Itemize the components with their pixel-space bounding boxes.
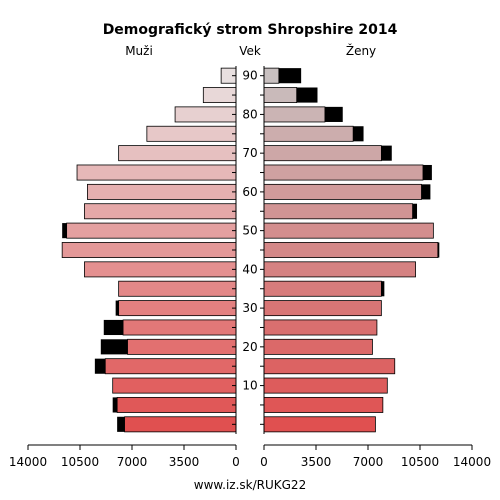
- women-excess-60-64: [421, 184, 431, 200]
- men-bar-5-9: [116, 396, 237, 413]
- women-bar-55-59: [263, 203, 413, 220]
- women-bar-90+: [263, 67, 280, 84]
- value-axis: 14000 10500 7000 3500 0 0 3500 7000 10500 14000: [9, 444, 491, 469]
- age-tick-label: 20: [242, 340, 257, 354]
- women-bar-70-74: [263, 145, 382, 162]
- left-label-men: Muži: [125, 44, 153, 58]
- age-tick-label: 30: [242, 301, 257, 315]
- women-bar-80-84: [263, 106, 326, 123]
- women-value-tick-label: 14000: [453, 455, 491, 469]
- women-value-tick-label: 3500: [301, 455, 332, 469]
- men-excess-30-34: [115, 300, 119, 316]
- men-excess-50-54: [62, 223, 67, 239]
- men-bar-20-24: [127, 338, 237, 355]
- men-bar-80-84: [174, 106, 237, 123]
- women-bar-30-34: [263, 300, 382, 317]
- men-bar-75-79: [146, 125, 237, 142]
- men-value-tick-label: 7000: [117, 455, 148, 469]
- men-bar-85-89: [202, 87, 237, 104]
- women-bar-85-89: [263, 87, 298, 104]
- age-tick-label: 50: [242, 224, 257, 238]
- women-excess-45-49: [437, 242, 440, 258]
- men-value-tick-label: 10500: [61, 455, 99, 469]
- age-tick-label: 60: [242, 185, 257, 199]
- women-bar-15-19: [263, 358, 396, 375]
- men-excess-5-9: [112, 397, 118, 413]
- age-tick-label: 90: [242, 69, 257, 83]
- women-bar-20-24: [263, 338, 373, 355]
- women-excess-70-74: [381, 145, 392, 161]
- women-bar-40-44: [263, 261, 416, 278]
- men-value-tick-label: 3500: [169, 455, 200, 469]
- men-bar-15-19: [104, 358, 237, 375]
- women-bar-50-54: [263, 222, 434, 239]
- men-bar-30-34: [118, 300, 237, 317]
- age-tick-label: 10: [242, 379, 257, 393]
- men-excess-25-29: [103, 319, 124, 336]
- men-bar-40-44: [84, 261, 237, 278]
- men-excess-20-24: [100, 339, 128, 355]
- men-excess-0-4: [117, 416, 125, 432]
- men-value-tick-label: 0: [232, 455, 240, 469]
- women-bar-0-4: [263, 416, 376, 433]
- men-value-tick-label: 14000: [9, 455, 47, 469]
- women-bars: [263, 67, 440, 433]
- women-excess-85-89: [296, 87, 318, 103]
- men-bar-0-4: [124, 416, 237, 433]
- women-excess-90+: [278, 68, 302, 84]
- men-bar-25-29: [122, 319, 237, 336]
- men-bar-35-39: [118, 280, 237, 297]
- women-bar-45-49: [263, 242, 439, 258]
- age-axis: 10 20 30 40 50 60 70 80 90: [232, 69, 264, 425]
- men-bar-65-69: [76, 164, 237, 181]
- women-value-tick-label: 7000: [353, 455, 384, 469]
- women-bar-60-64: [263, 183, 422, 200]
- men-bar-55-59: [84, 203, 237, 220]
- age-tick-label: 40: [242, 262, 257, 276]
- men-bars: [61, 67, 237, 433]
- women-excess-65-69: [422, 164, 432, 181]
- women-bar-5-9: [263, 396, 384, 413]
- women-excess-75-79: [353, 126, 364, 142]
- women-excess-80-84: [324, 106, 343, 122]
- men-bar-10-14: [112, 377, 237, 394]
- age-tick-label: 70: [242, 146, 257, 160]
- right-label-women: Ženy: [346, 43, 376, 58]
- men-bar-70-74: [118, 145, 237, 162]
- women-bar-75-79: [263, 125, 354, 142]
- women-excess-55-59: [412, 203, 418, 219]
- chart-title: Demografický strom Shropshire 2014: [103, 22, 398, 38]
- women-value-tick-label: 10500: [401, 455, 439, 469]
- men-bar-60-64: [87, 183, 237, 200]
- women-bar-10-14: [263, 377, 388, 394]
- women-value-tick-label: 0: [260, 455, 268, 469]
- center-label-age: Vek: [239, 44, 261, 58]
- women-bar-35-39: [263, 280, 382, 297]
- women-excess-35-39: [381, 281, 385, 297]
- men-excess-15-19: [94, 358, 106, 374]
- women-bar-25-29: [263, 319, 378, 336]
- women-bar-65-69: [263, 164, 424, 181]
- footer-url[interactable]: www.iz.sk/RUKG22: [194, 478, 306, 492]
- age-tick-label: 80: [242, 107, 257, 121]
- men-bar-50-54: [66, 222, 237, 239]
- men-bar-45-49: [61, 242, 237, 258]
